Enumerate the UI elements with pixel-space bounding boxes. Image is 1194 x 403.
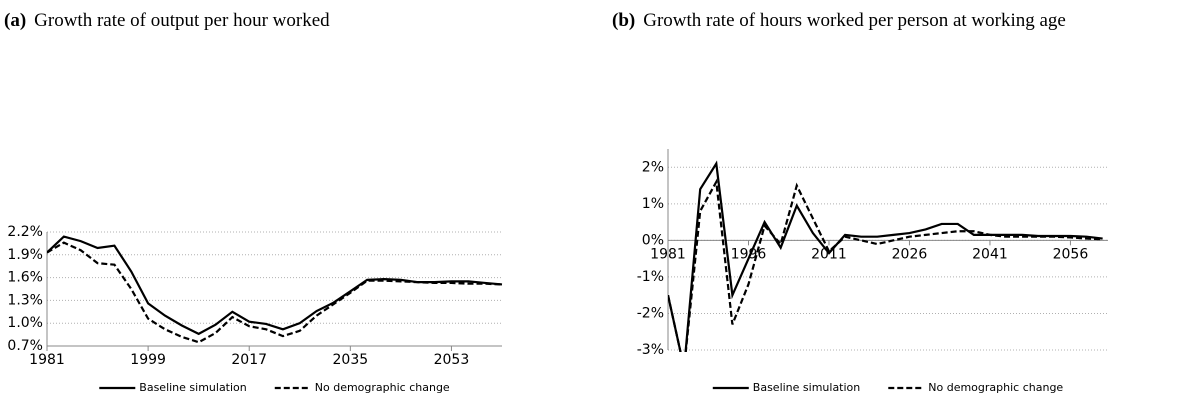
series-line — [47, 241, 503, 344]
y-tick-label: 1% — [642, 196, 664, 212]
y-tick-label: 1.9% — [7, 247, 43, 263]
y-tick-label: 2.2% — [7, 224, 43, 240]
y-tick-label: -1% — [637, 269, 664, 285]
caption: (b) Growth rate of hours worked per perso… — [612, 6, 1187, 36]
plot-lines — [668, 160, 1103, 352]
x-tick-label: 1981 — [650, 246, 686, 262]
legend-label: Baseline simulation — [753, 381, 861, 394]
series-line — [668, 160, 1103, 352]
y-tick-label: -2% — [637, 305, 664, 321]
legend-label: Baseline simulation — [139, 381, 247, 394]
panel-label: (a) — [4, 10, 27, 31]
x-tick-label: 1999 — [130, 352, 166, 368]
plot-lines — [47, 235, 503, 344]
chart-title: Growth rate of output per hour worked — [34, 10, 330, 31]
series-line — [47, 235, 503, 336]
panel-label: (b) — [612, 10, 636, 31]
y-tick-label: 1.6% — [7, 270, 43, 286]
x-tick-label: 2035 — [333, 352, 369, 368]
y-tick-label: 1.3% — [7, 292, 43, 308]
x-tick-label: 2017 — [231, 352, 267, 368]
y-tick-label: 0% — [642, 232, 664, 248]
legend-label: No demographic change — [928, 381, 1063, 394]
x-tick-label: 2026 — [892, 246, 928, 262]
x-tick-label: 2053 — [434, 352, 470, 368]
y-tick-label: 2% — [642, 159, 664, 175]
series-line — [668, 178, 1103, 352]
x-tick-label: 2041 — [972, 246, 1008, 262]
x-tick-label: 2056 — [1053, 246, 1089, 262]
legend-label: No demographic change — [315, 381, 450, 394]
y-tick-label: 0.7% — [7, 338, 43, 354]
chart-title: Growth rate of hours worked per person a… — [643, 10, 1066, 31]
y-tick-label: 1.0% — [7, 315, 43, 331]
y-tick-label: -3% — [637, 342, 664, 358]
caption: (a) Growth rate of output per hour worked — [4, 6, 584, 36]
x-tick-label: 1981 — [29, 352, 65, 368]
